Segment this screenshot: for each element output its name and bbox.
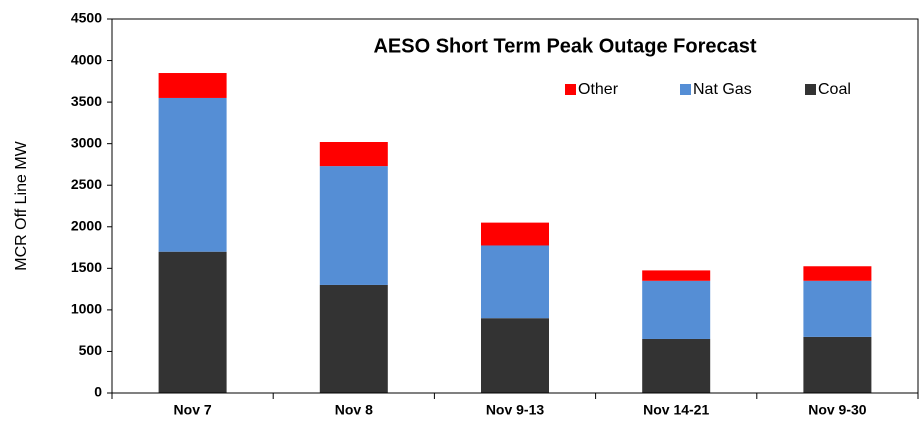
bar-segment bbox=[158, 251, 227, 393]
y-tick-label: 2000 bbox=[71, 217, 102, 233]
legend-swatch bbox=[680, 84, 691, 95]
legend-swatch bbox=[805, 84, 816, 95]
x-tick-label: Nov 14-21 bbox=[643, 402, 709, 418]
plot-frame bbox=[111, 18, 919, 394]
bar-segment bbox=[642, 338, 711, 393]
x-tick-label: Nov 9-13 bbox=[486, 402, 545, 418]
bar-segment bbox=[803, 336, 872, 393]
bar-segment bbox=[158, 73, 227, 98]
bar-segment bbox=[803, 280, 872, 337]
y-tick-label: 2500 bbox=[71, 176, 102, 192]
y-tick-label: 500 bbox=[79, 342, 103, 358]
bar-segment bbox=[319, 142, 388, 167]
bar-segment bbox=[481, 318, 549, 393]
y-tick-label: 4500 bbox=[71, 10, 102, 26]
bar-segment bbox=[803, 266, 872, 281]
x-tick-label: Nov 7 bbox=[174, 402, 212, 418]
y-axis-title: MCR Off Line MW bbox=[13, 140, 30, 270]
y-tick-label: 3000 bbox=[71, 134, 102, 150]
y-tick-label: 1500 bbox=[71, 259, 102, 275]
bar-segment bbox=[481, 222, 549, 246]
y-tick-label: 1000 bbox=[71, 301, 102, 317]
y-tick-label: 0 bbox=[94, 384, 102, 400]
x-tick-label: Nov 9-30 bbox=[808, 402, 867, 418]
legend-label: Other bbox=[578, 81, 619, 98]
bar-segment bbox=[319, 284, 388, 393]
legend-swatch bbox=[565, 84, 576, 95]
bar-segment bbox=[481, 245, 549, 319]
y-tick-label: 3500 bbox=[71, 93, 102, 109]
bar-segment bbox=[158, 97, 227, 252]
legend-label: Coal bbox=[818, 81, 851, 98]
chart-title: AESO Short Term Peak Outage Forecast bbox=[373, 35, 756, 57]
legend-label: Nat Gas bbox=[693, 81, 752, 98]
bar-segment bbox=[642, 280, 711, 339]
x-tick-label: Nov 8 bbox=[335, 402, 373, 418]
y-tick-label: 4000 bbox=[71, 51, 102, 67]
bar-segment bbox=[642, 270, 711, 281]
bar-segment bbox=[319, 166, 388, 285]
